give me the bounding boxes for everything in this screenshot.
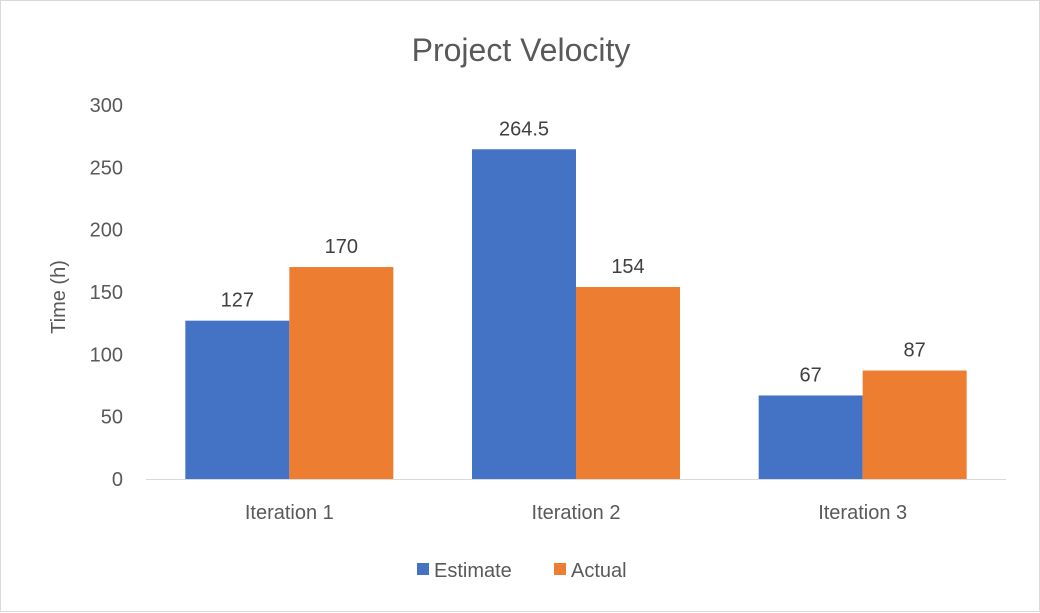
bar-estimate-1 — [185, 320, 290, 479]
data-label: 127 — [221, 290, 254, 312]
y-tick-label: 50 — [101, 407, 123, 429]
bar-estimate-2 — [472, 149, 576, 480]
legend-swatch-actual — [554, 563, 566, 575]
data-label: 264.5 — [499, 118, 549, 140]
data-label: 154 — [611, 256, 644, 278]
y-axis-ticks: 0 50 100 150 200 250 300 — [90, 95, 123, 491]
y-tick-label: 200 — [90, 220, 123, 242]
bar-actual-3 — [862, 370, 967, 479]
legend-label-estimate: Estimate — [434, 560, 512, 582]
y-axis-title: Time (h) — [48, 260, 70, 334]
y-tick-label: 300 — [90, 95, 123, 117]
data-labels-group: 127 170 264.5 154 67 87 — [221, 118, 926, 386]
data-label: 67 — [800, 364, 822, 386]
data-label: 170 — [325, 236, 358, 258]
x-tick-label: Iteration 3 — [818, 502, 907, 524]
chart-title: Project Velocity — [412, 32, 631, 68]
x-tick-label: Iteration 1 — [245, 502, 334, 524]
bar-estimate-3 — [758, 395, 863, 479]
legend: Estimate Actual — [417, 560, 627, 582]
y-tick-label: 0 — [112, 469, 123, 491]
bar-actual-2 — [576, 287, 680, 479]
bar-actual-1 — [289, 267, 394, 479]
legend-swatch-estimate — [417, 563, 429, 575]
y-tick-label: 150 — [90, 282, 123, 304]
x-tick-label: Iteration 2 — [532, 502, 621, 524]
bar-series-group — [185, 149, 967, 480]
legend-label-actual: Actual — [571, 560, 627, 582]
y-tick-label: 100 — [90, 344, 123, 366]
data-label: 87 — [904, 340, 926, 362]
y-tick-label: 250 — [90, 157, 123, 179]
x-axis-ticks: Iteration 1 Iteration 2 Iteration 3 — [245, 502, 907, 524]
